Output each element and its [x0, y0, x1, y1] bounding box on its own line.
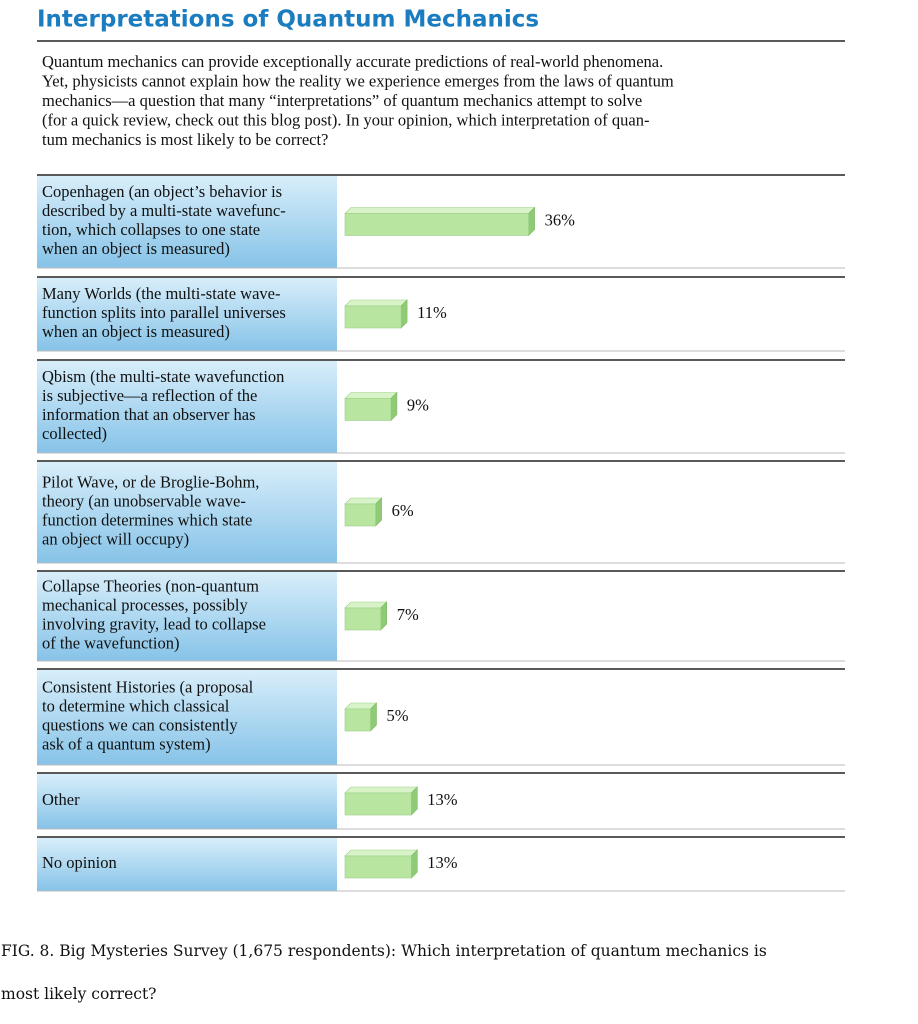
question-line: Yet, physicists cannot explain how the r… — [42, 71, 674, 90]
bar — [344, 213, 529, 236]
category-label: function splits into parallel universes — [42, 303, 286, 322]
chart-title: Interpretations of Quantum Mechanics — [37, 7, 539, 33]
category-label: tion, which collapses to one state — [42, 220, 260, 239]
category-label: when an object is measured) — [42, 239, 230, 258]
category-label: Collapse Theories (non-quantum — [42, 576, 259, 595]
category-label: when an object is measured) — [42, 322, 230, 341]
category-label: information that an observer has — [42, 405, 256, 424]
value-label: 5% — [387, 706, 409, 725]
bar-top — [344, 392, 398, 399]
caption-line: FIG. 8. Big Mysteries Survey (1,675 resp… — [1, 942, 767, 960]
value-label: 7% — [397, 605, 419, 624]
bar-top — [344, 299, 408, 307]
bar-top — [344, 849, 419, 857]
bar — [344, 503, 376, 527]
bar — [344, 305, 402, 329]
bar-top — [344, 786, 419, 794]
category-label: function determines which state — [42, 510, 252, 529]
category-cell — [37, 572, 337, 661]
category-label: theory (an unobservable wave- — [42, 491, 246, 510]
bar — [344, 708, 371, 732]
bar — [344, 855, 412, 879]
bar — [344, 792, 412, 816]
bar-top — [344, 601, 388, 609]
bar — [344, 607, 382, 631]
question-line: Quantum mechanics can provide exceptiona… — [42, 52, 663, 71]
category-cell — [37, 670, 337, 765]
bar-top — [344, 207, 536, 214]
category-label: mechanical processes, possibly — [42, 595, 248, 614]
category-label: Copenhagen (an object’s behavior is — [42, 182, 282, 201]
category-cell — [37, 278, 337, 351]
value-label: 36% — [545, 210, 576, 229]
category-label: involving gravity, lead to collapse — [42, 614, 266, 633]
category-label: Consistent Histories (a proposal — [42, 677, 254, 696]
category-label: Qbism (the multi-state wavefunction — [42, 367, 284, 386]
category-label: questions we can consistently — [42, 715, 238, 734]
value-label: 11% — [417, 303, 447, 322]
category-label: to determine which classical — [42, 696, 230, 715]
category-label: described by a multi-state wavefunc- — [42, 201, 286, 220]
value-label: 6% — [392, 501, 414, 520]
category-cell — [37, 462, 337, 563]
value-label: 13% — [427, 853, 458, 872]
category-label: collected) — [42, 424, 107, 443]
question-line: (for a quick review, check out this blog… — [42, 110, 649, 129]
category-label: ask of a quantum system) — [42, 734, 211, 753]
bar — [344, 398, 392, 421]
category-label: Other — [42, 790, 80, 809]
category-cell — [37, 176, 337, 268]
category-label: of the wavefunction) — [42, 633, 179, 652]
question-line: mechanics—a question that many “interpre… — [42, 91, 642, 110]
category-label: Many Worlds (the multi-state wave- — [42, 284, 280, 303]
category-cell — [37, 838, 337, 891]
category-cell — [37, 361, 337, 453]
category-label: Pilot Wave, or de Broglie-Bohm, — [42, 472, 259, 491]
value-label: 9% — [407, 395, 429, 414]
category-label: is subjective—a reflection of the — [42, 386, 257, 405]
value-label: 13% — [427, 790, 458, 809]
category-cell — [37, 774, 337, 829]
category-label: an object will occupy) — [42, 529, 189, 548]
question-line: tum mechanics is most likely to be corre… — [42, 130, 328, 149]
caption-line: most likely correct? — [1, 985, 156, 1003]
category-label: No opinion — [42, 853, 117, 872]
